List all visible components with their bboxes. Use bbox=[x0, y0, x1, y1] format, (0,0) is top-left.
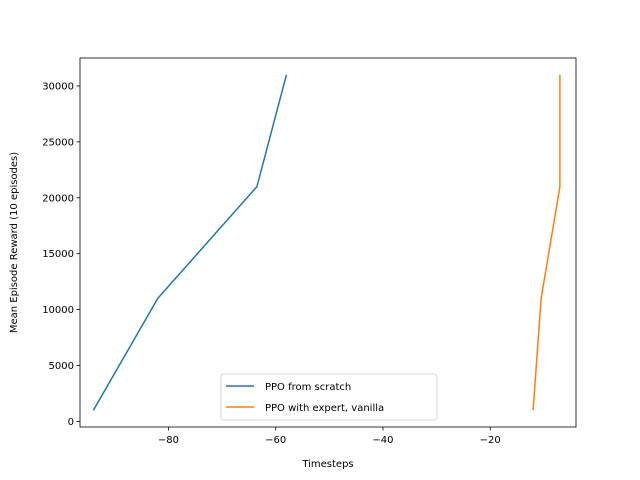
x-tick-label: −60 bbox=[265, 435, 286, 446]
x-axis: −80 −60 −40 −20 bbox=[158, 427, 501, 446]
y-axis-label: Mean Episode Reward (10 episodes) bbox=[9, 152, 20, 333]
plot-area-frame bbox=[79, 57, 577, 428]
legend: PPO from scratch PPO with expert, vanilla bbox=[220, 373, 438, 421]
legend-label-2: PPO with expert, vanilla bbox=[265, 403, 384, 414]
y-tick-label: 0 bbox=[68, 417, 74, 428]
y-tick-label: 30000 bbox=[42, 81, 74, 92]
series-layer bbox=[92, 74, 561, 411]
y-tick-label: 25000 bbox=[42, 137, 74, 148]
series-line-2 bbox=[532, 74, 561, 411]
x-tick-label: −40 bbox=[372, 435, 393, 446]
x-axis-label: Timesteps bbox=[301, 459, 353, 470]
x-tick-label: −80 bbox=[158, 435, 179, 446]
y-tick-label: 15000 bbox=[42, 249, 74, 260]
y-tick-label: 20000 bbox=[42, 193, 74, 204]
y-tick-label: 10000 bbox=[42, 305, 74, 316]
y-tick-label: 5000 bbox=[49, 361, 74, 372]
legend-label-1: PPO from scratch bbox=[265, 382, 351, 393]
series-line-1 bbox=[92, 74, 288, 411]
x-tick-label: −20 bbox=[480, 435, 501, 446]
y-axis: 0 5000 10000 15000 20000 25000 30000 bbox=[42, 81, 80, 428]
legend-box bbox=[220, 373, 438, 421]
